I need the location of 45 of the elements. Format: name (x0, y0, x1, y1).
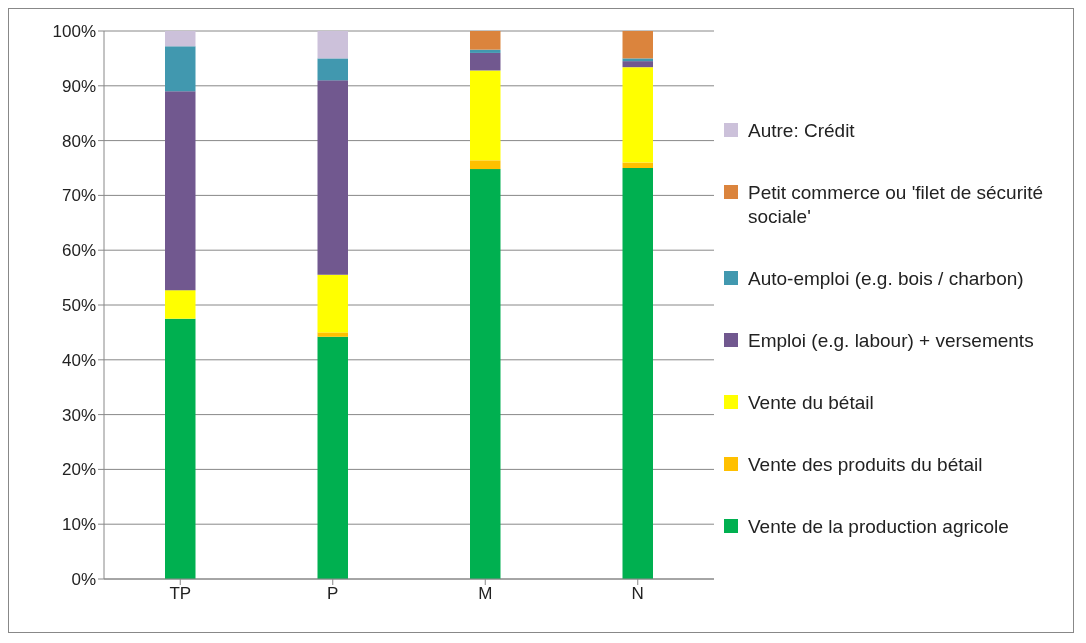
y-tick-label: 10% (61, 515, 96, 535)
bar (470, 52, 501, 71)
y-tick-label: 100% (52, 22, 96, 42)
y-tick-label: 50% (61, 296, 96, 316)
bar (165, 46, 196, 92)
bar (622, 67, 653, 163)
bar (622, 162, 653, 168)
y-tick-label: 30% (61, 405, 96, 425)
bar (165, 290, 196, 319)
x-tick-label: M (478, 584, 493, 604)
legend-label: Vente de la production agricole (748, 515, 1009, 539)
y-tick-label: 90% (61, 76, 96, 96)
bar (317, 80, 348, 275)
bar (165, 91, 196, 291)
bar (317, 58, 348, 81)
y-tick-label: 70% (61, 186, 96, 206)
y-tick-label: 60% (61, 241, 96, 261)
bar (165, 31, 196, 47)
bar (317, 274, 348, 333)
y-tick-label: 0% (71, 570, 96, 590)
legend-label: Emploi (e.g. labour) + versements (748, 329, 1034, 353)
bar (470, 70, 501, 161)
x-tick-label: N (631, 584, 644, 604)
legend-label: Autre: Crédit (748, 119, 855, 143)
bar (165, 318, 196, 579)
y-tick-label: 40% (61, 350, 96, 370)
bar (470, 160, 501, 170)
bar (317, 336, 348, 579)
bar (317, 332, 348, 337)
bar (622, 168, 653, 579)
bar (470, 169, 501, 579)
legend-label: Vente des produits du bétail (748, 453, 983, 477)
bar (317, 31, 348, 59)
legend-label: Vente du bétail (748, 391, 874, 415)
bar (470, 31, 501, 50)
x-tick-label: P (327, 584, 339, 604)
legend-label: Petit commerce ou 'filet de sécurité sociale' (748, 181, 1045, 229)
y-tick-label: 20% (61, 460, 96, 480)
bar (622, 31, 653, 59)
y-tick-label: 80% (61, 131, 96, 151)
bar (622, 58, 653, 62)
x-tick-label: TP (169, 584, 192, 604)
bar (622, 61, 653, 68)
legend-label: Auto-emploi (e.g. bois / charbon) (748, 267, 1024, 291)
bar (470, 49, 501, 53)
